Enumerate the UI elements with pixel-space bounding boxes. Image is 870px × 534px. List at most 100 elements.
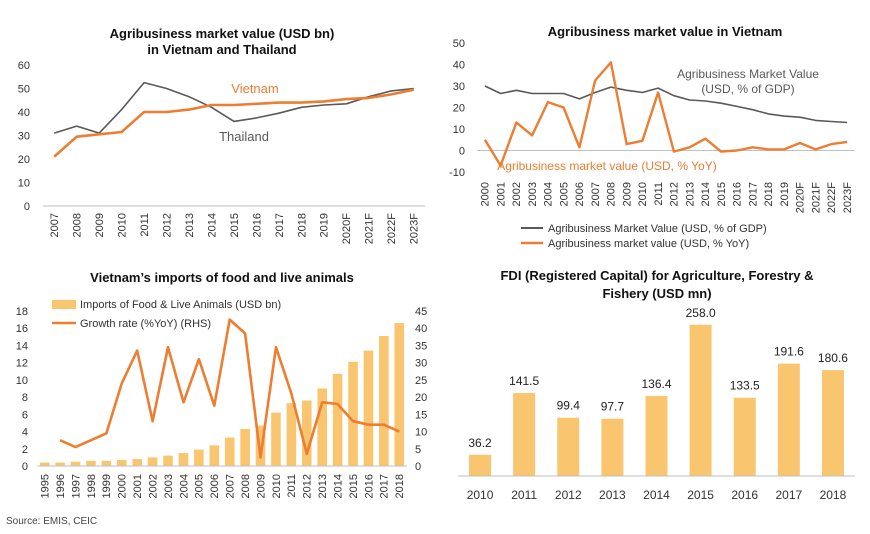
y-tick-label: -10 [449,167,465,179]
x-tick-label: 2023F [842,182,854,213]
x-tick-label: 2001 [495,182,507,206]
chart-subtitle: in Vietnam and Thailand [147,42,296,57]
y-tick-label: 0 [24,201,30,213]
imports-bar [194,449,204,466]
chart-subtitle: Fishery (USD mn) [602,286,711,301]
y-tick-label: 50 [453,38,465,50]
gdp-series-label-line2: (USD, % of GDP) [701,82,794,96]
x-tick-label: 2000 [117,474,129,498]
fdi-value-label: 99.4 [557,399,581,413]
y-tick-label: 12 [16,358,28,370]
x-tick-label: 2020F [341,213,353,244]
y2-tick-label: 30 [415,358,427,370]
y2-tick-label: 40 [415,323,427,335]
source-note: Source: EMIS, CEIC [6,516,98,527]
x-tick-label: 2012 [161,213,173,237]
imports-bar [271,412,281,466]
imports-bar [86,460,96,466]
x-tick-label: 2011 [139,213,151,237]
imports-bar [332,373,343,466]
x-tick-label: 2009 [255,474,267,498]
x-tick-label: 2017 [747,182,759,206]
x-tick-label: 2009 [94,213,106,237]
y-tick-label: 4 [22,427,28,439]
x-tick-label: 2014 [332,474,344,498]
vn-food-imports-chart: Vietnam’s imports of food and live anima… [16,270,428,498]
chart-title: Agribusiness market value in Vietnam [548,24,783,39]
x-tick-label: 2008 [606,182,618,206]
x-tick-label: 2010 [637,182,649,206]
x-tick-label: 2004 [543,182,555,206]
y2-tick-label: 20 [415,392,427,404]
x-tick-label: 2012 [555,488,582,502]
x-tick-label: 2020F [795,182,807,213]
x-tick-label: 2014 [700,182,712,206]
y-tick-label: 20 [453,103,465,115]
y-tick-label: 6 [22,409,28,421]
y-tick-label: 60 [18,60,30,72]
gdp-series-label: Agribusiness Market Value [677,67,819,81]
fdi-value-label: 133.5 [730,379,760,393]
x-tick-label: 2016 [732,182,744,206]
x-tick-label: 1999 [101,474,113,498]
y-tick-label: 0 [22,461,28,473]
x-tick-label: 2022F [386,213,398,244]
imports-bar [317,388,327,466]
x-tick-label: 2000 [480,182,492,206]
imports-bar [302,400,312,466]
y2-tick-label: 25 [415,375,427,387]
x-tick-label: 2016 [363,474,375,498]
x-tick-label: 2021F [364,213,376,244]
yoy-series-label: Agribusiness market value (USD, % YoY) [497,159,716,173]
legend-growth-label: Growth rate (%YoY) (RHS) [80,318,211,330]
fdi-bar [513,393,536,476]
yoy-growth-line [483,61,848,167]
x-tick-label: 2013 [184,213,196,237]
x-tick-label: 2017 [775,488,802,502]
x-tick-label: 2017 [379,474,391,498]
x-tick-label: 2004 [178,474,190,498]
x-tick-label: 2013 [599,488,626,502]
x-tick-label: 2015 [348,474,360,498]
y-tick-label: 10 [453,124,465,136]
imports-bar [39,462,50,466]
imports-bar [363,350,374,466]
imports-bar [348,361,358,466]
y2-tick-label: 45 [415,306,427,318]
imports-bar [394,323,405,466]
thailand-line [53,81,414,134]
y-tick-label: 50 [18,84,30,96]
x-tick-label: 2015 [687,488,714,502]
x-tick-label: 2007 [225,474,237,498]
x-tick-label: 2017 [274,213,286,237]
x-tick-label: 2010 [467,488,494,502]
x-tick-label: 2002 [147,474,159,498]
fdi-agriculture-chart: FDI (Registered Capital) for Agriculture… [458,268,855,502]
y-tick-label: 40 [453,60,465,72]
imports-bar [286,403,297,466]
x-tick-label: 2022F [826,182,838,213]
x-tick-label: 2006 [574,182,586,206]
y2-tick-label: 5 [415,444,421,456]
x-tick-label: 2014 [643,488,670,502]
gdp-share-line [484,85,848,124]
fdi-bar [645,396,668,476]
imports-bar [70,461,81,466]
y2-tick-label: 10 [415,427,427,439]
y-tick-label: 0 [459,146,465,158]
x-tick-label: 2013 [684,182,696,206]
x-tick-label: 2011 [511,488,537,502]
y2-tick-label: 35 [415,340,427,352]
x-tick-label: 2011 [653,182,665,206]
x-tick-label: 2003 [527,182,539,206]
y-tick-label: 30 [18,131,30,143]
y-tick-label: 10 [16,375,28,387]
fdi-value-label: 36.2 [468,436,492,450]
x-tick-label: 1998 [86,474,98,498]
imports-bar [101,460,112,466]
fdi-bar [601,418,624,476]
fdi-bar [557,417,580,476]
x-tick-label: 2009 [621,182,633,206]
y-tick-label: 10 [18,178,30,190]
vietnam-line [53,88,415,158]
